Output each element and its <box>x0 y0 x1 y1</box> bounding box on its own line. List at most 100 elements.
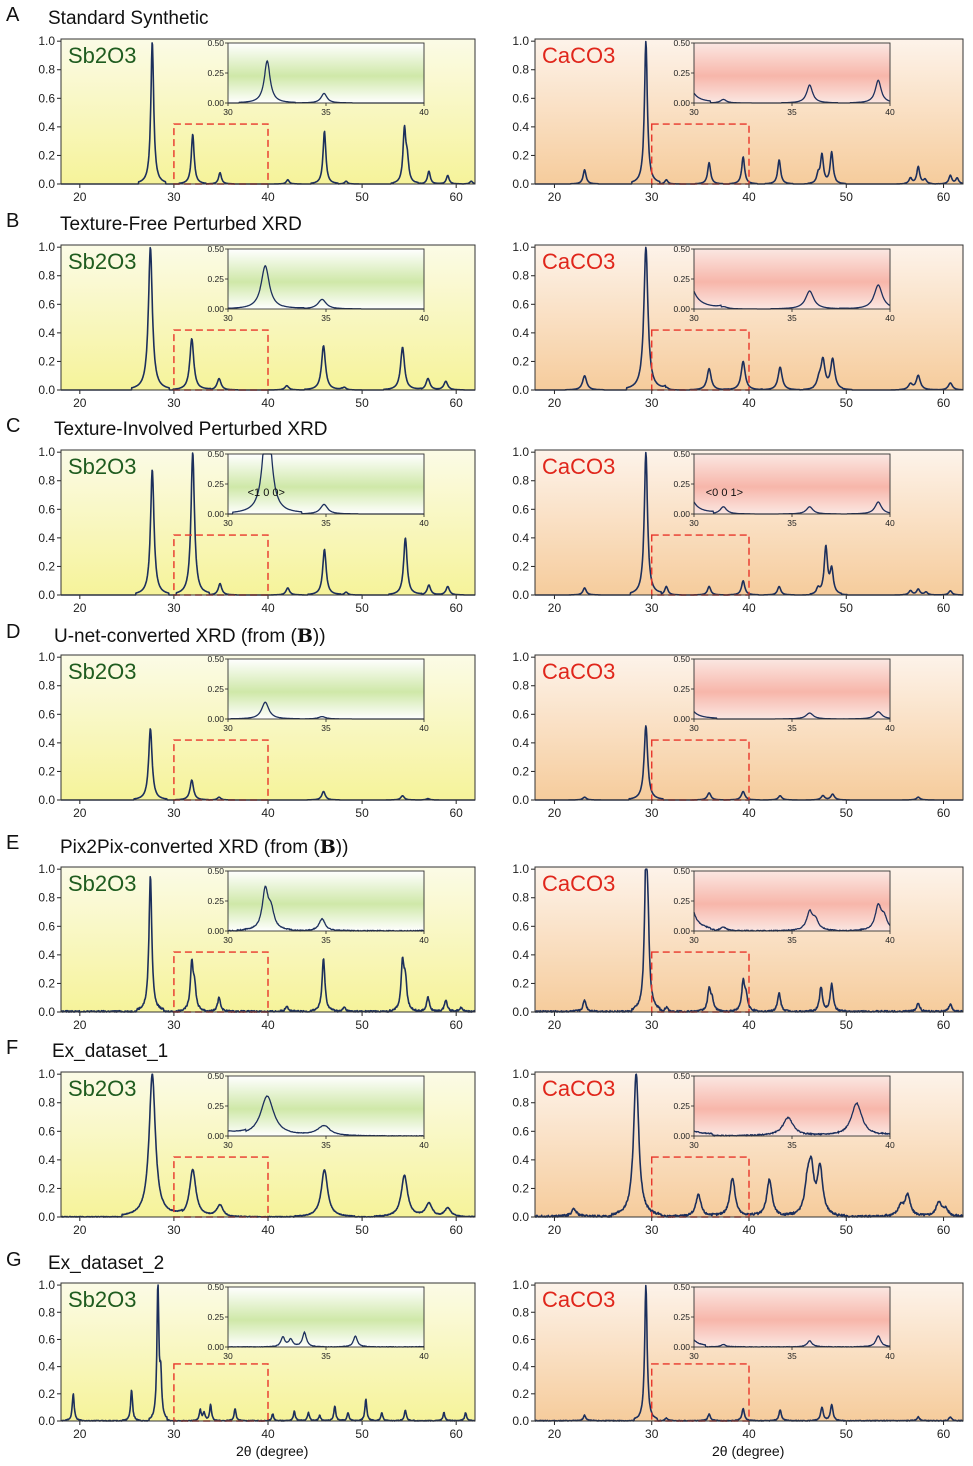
inset-x-tick-label: 30 <box>689 518 699 528</box>
x-tick-label: 30 <box>645 1223 659 1237</box>
y-tick-label: 1.0 <box>512 1278 529 1292</box>
y-tick-label: 0.0 <box>512 383 529 397</box>
y-tick-label: 0.6 <box>512 297 529 311</box>
y-tick-label: 1.0 <box>38 240 55 254</box>
x-tick-label: 40 <box>261 1223 275 1237</box>
x-tick-label: 60 <box>937 190 951 204</box>
x-tick-label: 30 <box>167 601 181 615</box>
y-tick-label: 0.6 <box>38 1332 55 1346</box>
x-tick-label: 40 <box>742 1018 756 1032</box>
inset-y-tick-label: 0.25 <box>207 479 224 489</box>
inset-background <box>228 454 424 514</box>
y-tick-label: 0.0 <box>38 177 55 191</box>
inset-background <box>694 454 890 514</box>
inset-x-tick-label: 30 <box>223 313 233 323</box>
x-tick-label: 40 <box>742 190 756 204</box>
y-tick-label: 0.6 <box>38 91 55 105</box>
y-tick-label: 0.2 <box>512 764 529 778</box>
y-tick-label: 1.0 <box>512 445 529 459</box>
inset-x-tick-label: 30 <box>223 1351 233 1361</box>
y-tick-label: 1.0 <box>512 34 529 48</box>
chart-panel-F-Sb2O3: 0.0 0.2 0.4 0.6 0.8 1.0 20 30 40 50 60 Sb2O3 0.00 0.2… <box>38 1067 476 1237</box>
inset-background <box>694 1076 890 1136</box>
inset-annotation: <0 0 1> <box>706 487 743 499</box>
inset-y-tick-label: 0.25 <box>207 274 224 284</box>
material-label: CaCO3 <box>542 43 615 68</box>
x-tick-label: 20 <box>73 1018 87 1032</box>
y-tick-label: 0.2 <box>38 148 55 162</box>
inset-y-tick-label: 0.25 <box>673 479 690 489</box>
chart-panel-E-Sb2O3: 0.0 0.2 0.4 0.6 0.8 1.0 20 30 40 50 60 Sb2O3 0.00 0.2… <box>38 862 476 1032</box>
material-label: Sb2O3 <box>68 1076 137 1101</box>
row-letter: C <box>6 415 21 437</box>
x-tick-label: 60 <box>937 1427 951 1441</box>
row-letter: A <box>6 4 20 26</box>
inset-y-tick-label: 0.00 <box>673 1342 690 1352</box>
plot-frame <box>60 449 476 596</box>
inset-y-tick-label: 0.50 <box>207 866 224 876</box>
inset-x-tick-label: 35 <box>321 1140 331 1150</box>
x-tick-label: 40 <box>261 1018 275 1032</box>
material-label: Sb2O3 <box>68 249 137 274</box>
y-tick-label: 0.0 <box>512 588 529 602</box>
inset-x-tick-label: 35 <box>321 935 331 945</box>
y-tick-label: 0.2 <box>38 354 55 368</box>
row-letter: G <box>6 1249 22 1271</box>
x-tick-label: 50 <box>840 806 854 820</box>
y-tick-label: 0.8 <box>38 1096 55 1110</box>
x-tick-label: 60 <box>450 601 464 615</box>
inset-x-tick-label: 30 <box>689 723 699 733</box>
x-tick-label: 50 <box>355 396 369 410</box>
plot-frame <box>534 1282 964 1422</box>
x-tick-label: 60 <box>937 806 951 820</box>
y-tick-label: 0.8 <box>38 679 55 693</box>
y-tick-label: 0.6 <box>38 707 55 721</box>
inset-series-line <box>693 284 891 310</box>
y-tick-label: 0.2 <box>38 1387 55 1401</box>
y-tick-label: 0.0 <box>38 1210 55 1224</box>
zoom-region-box <box>651 1156 750 1218</box>
x-tick-label: 30 <box>645 1427 659 1441</box>
x-tick-label: 60 <box>450 806 464 820</box>
inset-y-tick-label: 0.00 <box>673 1131 690 1141</box>
inset-x-tick-label: 40 <box>419 1140 429 1150</box>
y-tick-label: 1.0 <box>38 650 55 664</box>
x-tick-label: 20 <box>548 1223 562 1237</box>
inset-y-tick-label: 0.25 <box>673 68 690 78</box>
y-tick-label: 0.8 <box>38 474 55 488</box>
plot-frame <box>60 1282 476 1422</box>
y-tick-label: 0.2 <box>512 148 529 162</box>
x-tick-label: 60 <box>450 190 464 204</box>
y-tick-label: 0.2 <box>38 1181 55 1195</box>
inset-background <box>228 871 424 931</box>
x-tick-label: 20 <box>548 806 562 820</box>
x-tick-label: 60 <box>450 1018 464 1032</box>
chart-panel-G-Sb2O3: 0.0 0.2 0.4 0.6 0.8 1.0 20 30 40 50 60 Sb2O3 0.00 0.2… <box>38 1278 476 1441</box>
inset-x-tick-label: 35 <box>787 935 797 945</box>
y-tick-label: 0.6 <box>38 502 55 516</box>
y-tick-label: 0.4 <box>38 326 55 340</box>
y-tick-label: 1.0 <box>512 650 529 664</box>
x-tick-label: 40 <box>742 1427 756 1441</box>
y-tick-label: 0.0 <box>512 1414 529 1428</box>
inset-x-tick-label: 35 <box>321 518 331 528</box>
chart-panel-D-CaCO3: 0.0 0.2 0.4 0.6 0.8 1.0 20 30 40 50 60 CaCO3 0.00 0.2… <box>512 650 964 820</box>
inset-x-tick-label: 40 <box>419 313 429 323</box>
y-tick-label: 0.8 <box>38 1305 55 1319</box>
inset-y-tick-label: 0.00 <box>207 304 224 314</box>
chart-panel-C-CaCO3: 0.0 0.2 0.4 0.6 0.8 1.0 20 30 40 50 60 CaCO3 0.00 0.2… <box>512 445 964 615</box>
y-tick-label: 0.0 <box>38 1414 55 1428</box>
plot-frame <box>60 38 476 185</box>
x-tick-label: 20 <box>73 190 87 204</box>
x-tick-label: 50 <box>840 1427 854 1441</box>
y-tick-label: 1.0 <box>38 445 55 459</box>
x-tick-label: 40 <box>742 806 756 820</box>
title-suffix: )) <box>312 626 326 647</box>
x-tick-label: 20 <box>548 1427 562 1441</box>
inset-y-tick-label: 0.25 <box>673 684 690 694</box>
material-label: CaCO3 <box>542 871 615 896</box>
y-tick-label: 0.6 <box>512 1124 529 1138</box>
y-tick-label: 0.6 <box>38 919 55 933</box>
inset-x-tick-label: 40 <box>885 1351 895 1361</box>
inset-x-tick-label: 35 <box>787 723 797 733</box>
